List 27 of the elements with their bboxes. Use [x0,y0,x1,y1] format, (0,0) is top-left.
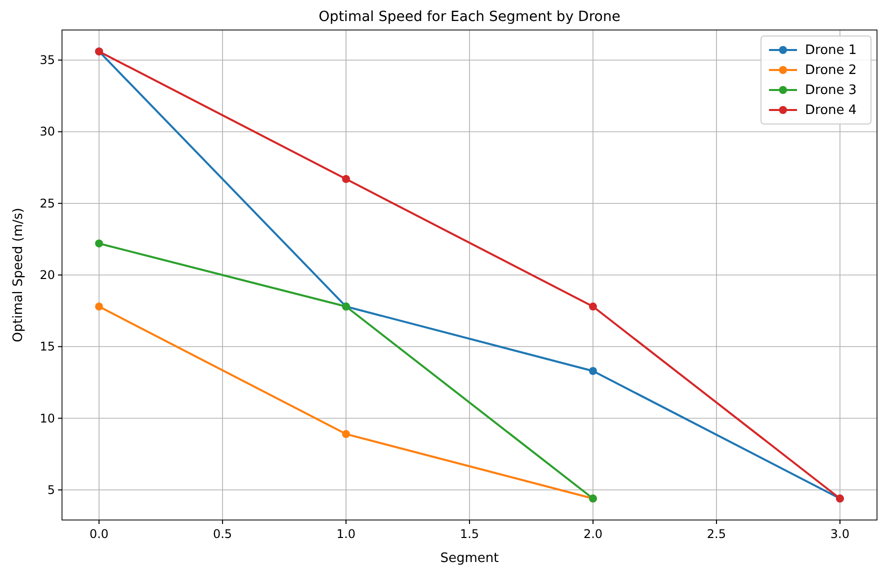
y-tick-label: 15 [40,340,55,354]
chart-title: Optimal Speed for Each Segment by Drone [318,9,620,25]
y-tick-label: 10 [40,411,55,426]
x-tick-label: 2.0 [583,527,603,541]
point [95,240,104,248]
y-tick-label: 5 [47,482,55,497]
y-tick-label: 25 [40,196,55,210]
x-tick-label: 1.0 [336,527,356,541]
point [95,302,104,310]
x-axis-title: Segment [440,551,499,566]
y-axis-title: Optimal Speed (m/s) [11,208,26,342]
y-tick-label: 30 [40,124,55,139]
x-tick-label: 0.0 [90,527,109,541]
x-tick-label: 3.0 [830,527,850,541]
x-tick-label: 1.5 [460,527,480,541]
legend-label: Drone 2 [805,63,857,78]
point [342,430,350,438]
y-tick-label: 35 [40,53,55,68]
point [342,175,350,183]
x-tick-label: 2.5 [706,527,726,541]
legend-label: Drone 4 [805,103,857,118]
point [588,302,597,310]
point [588,367,597,375]
y-tick-label: 20 [40,268,55,282]
legend-label: Drone 1 [805,43,857,58]
x-tick-label: 0.5 [212,527,232,541]
legend-label: Drone 3 [805,83,857,98]
